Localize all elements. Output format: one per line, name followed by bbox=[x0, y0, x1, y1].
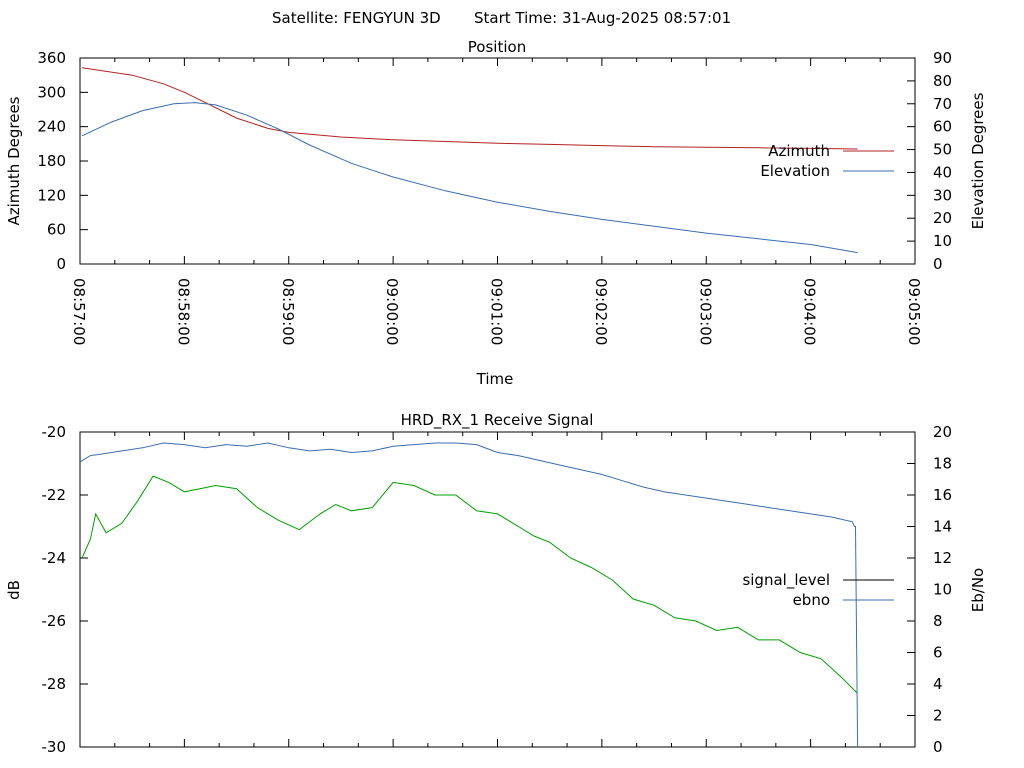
y-right-tick-label: 6 bbox=[933, 644, 943, 662]
position-legend: Azimuth Elevation bbox=[760, 142, 894, 180]
legend-signal_level-label: signal_level bbox=[742, 571, 830, 590]
y-right-tick-label: 12 bbox=[933, 549, 952, 567]
y-right-tick-label: 20 bbox=[933, 209, 952, 227]
y-right-tick-label: 70 bbox=[933, 95, 952, 113]
x-tick-label: 08:58:00 bbox=[174, 278, 192, 345]
y-right-tick-label: 14 bbox=[933, 518, 952, 536]
signal-chart: HRD_RX_1 Receive Signal -30-28-26-24-22-… bbox=[5, 411, 987, 756]
position-chart: Position 0 60 120 180 240 300 360 0 10 20 30 40 50 60… bbox=[5, 38, 987, 388]
position-ticks: 0 60 120 180 240 300 360 0 10 20 30 40 50 60 70 80 90 08:… bbox=[37, 49, 952, 345]
y-left-tick-label: -24 bbox=[42, 549, 67, 567]
x-tick-label: 09:00:00 bbox=[383, 278, 401, 345]
y-left-tick-label: 240 bbox=[37, 118, 66, 136]
y-left-tick-label: 120 bbox=[37, 186, 66, 204]
legend-Elevation-label: Elevation bbox=[760, 162, 830, 180]
y-left-tick-label: 60 bbox=[47, 221, 66, 239]
series-signal_level-line bbox=[81, 475, 858, 694]
x-tick-label: 09:04:00 bbox=[801, 278, 819, 345]
legend-Azimuth-label: Azimuth bbox=[768, 142, 830, 160]
signal-plot-frame bbox=[79, 431, 916, 748]
x-tick-label: 09:01:00 bbox=[488, 278, 506, 345]
y-right-tick-label: 30 bbox=[933, 186, 952, 204]
y-right-tick-label: 90 bbox=[933, 49, 952, 67]
legend-ebno-label: ebno bbox=[793, 591, 830, 609]
x-tick-label: 08:59:00 bbox=[279, 278, 297, 345]
y-right-tick-label: 0 bbox=[933, 738, 943, 756]
y-left-tick-label: 300 bbox=[37, 83, 66, 101]
y-right-tick-label: 4 bbox=[933, 675, 943, 693]
y-right-tick-label: 10 bbox=[933, 232, 952, 250]
y-left-tick-label: 360 bbox=[37, 49, 66, 67]
signal-y-right-label: Eb/No bbox=[969, 568, 987, 612]
y-right-tick-label: 16 bbox=[933, 486, 952, 504]
position-plot-frame bbox=[79, 57, 916, 265]
position-x-label: Time bbox=[476, 370, 514, 388]
signal-ticks: -30 -28 -26 -24 -22 -20 0 2 4 6 8 10 12 14 16 18 20 bbox=[42, 423, 953, 756]
x-tick-label: 09:02:00 bbox=[592, 278, 610, 345]
y-left-tick-label: 0 bbox=[56, 255, 66, 273]
y-left-tick-label: -20 bbox=[42, 423, 67, 441]
x-tick-label: 08:57:00 bbox=[70, 278, 88, 345]
signal-y-left-label: dB bbox=[5, 580, 23, 600]
y-right-tick-label: 18 bbox=[933, 455, 952, 473]
y-right-tick-label: 20 bbox=[933, 423, 952, 441]
satellite-label: Satellite: FENGYUN 3D bbox=[272, 9, 441, 27]
position-y-right-label: Elevation Degrees bbox=[969, 92, 987, 229]
y-right-tick-label: 40 bbox=[933, 163, 952, 181]
signal-chart-title: HRD_RX_1 Receive Signal bbox=[401, 411, 594, 430]
series-ebno-line bbox=[79, 442, 859, 748]
y-left-tick-label: -26 bbox=[42, 612, 67, 630]
y-left-tick-label: 180 bbox=[37, 152, 66, 170]
y-left-tick-label: -22 bbox=[42, 486, 67, 504]
signal-series bbox=[79, 442, 859, 748]
y-right-tick-label: 2 bbox=[933, 707, 943, 725]
y-right-tick-label: 50 bbox=[933, 141, 952, 159]
y-right-tick-label: 0 bbox=[933, 255, 943, 273]
series-Elevation-line bbox=[81, 102, 858, 254]
position-y-left-label: Azimuth Degrees bbox=[5, 96, 23, 225]
start-time-label: Start Time: 31-Aug-2025 08:57:01 bbox=[474, 9, 731, 27]
x-tick-label: 09:05:00 bbox=[905, 278, 923, 345]
y-right-tick-label: 80 bbox=[933, 72, 952, 90]
y-right-tick-label: 8 bbox=[933, 612, 943, 630]
position-chart-title: Position bbox=[468, 38, 526, 56]
y-right-tick-label: 10 bbox=[933, 581, 952, 599]
y-left-tick-label: -30 bbox=[42, 738, 67, 756]
x-tick-label: 09:03:00 bbox=[696, 278, 714, 345]
y-right-tick-label: 60 bbox=[933, 118, 952, 136]
y-left-tick-label: -28 bbox=[42, 675, 67, 693]
series-Azimuth-line bbox=[82, 67, 858, 150]
position-series bbox=[81, 67, 858, 254]
